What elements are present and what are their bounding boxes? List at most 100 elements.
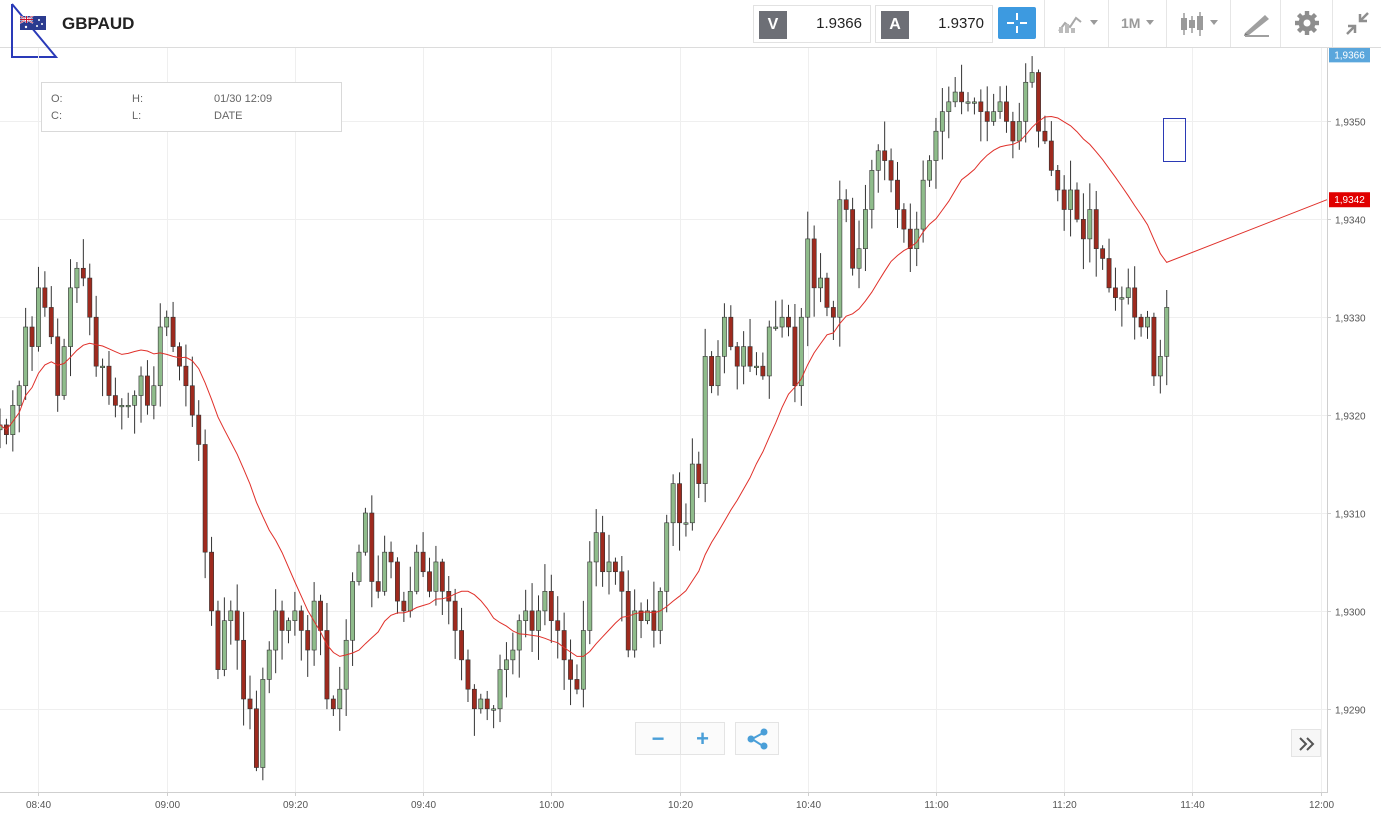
candle bbox=[132, 390, 138, 434]
candle bbox=[536, 595, 541, 660]
candle bbox=[1151, 312, 1157, 386]
period-label: 1M bbox=[1121, 15, 1141, 31]
candle-body-bull bbox=[1164, 307, 1170, 357]
candle bbox=[773, 300, 779, 331]
candle-body-bear bbox=[984, 111, 990, 122]
candle-body-bear bbox=[600, 532, 606, 573]
candle-body-bull bbox=[632, 610, 638, 651]
candle-body-bull bbox=[997, 101, 1003, 112]
candle bbox=[657, 587, 663, 645]
x-tick-label: 09:20 bbox=[283, 800, 308, 811]
candle-body-bear bbox=[375, 581, 381, 592]
candle bbox=[824, 272, 830, 317]
candle-body-bull bbox=[157, 326, 163, 387]
candle-body-bear bbox=[824, 277, 830, 308]
candle bbox=[529, 583, 535, 652]
candle bbox=[1055, 165, 1061, 202]
candle-body-bear bbox=[574, 679, 580, 690]
candle bbox=[189, 356, 195, 427]
candle-body-bull bbox=[164, 316, 170, 328]
candle bbox=[1023, 63, 1029, 143]
open-label: O: bbox=[51, 93, 63, 105]
candle-body-bear bbox=[548, 591, 554, 621]
candle bbox=[3, 418, 9, 445]
candle-body-bear bbox=[1048, 140, 1054, 171]
candle-body-bull bbox=[536, 610, 541, 631]
candle bbox=[709, 351, 714, 394]
crosshair-button[interactable] bbox=[998, 7, 1036, 39]
candlestick-type-button[interactable] bbox=[1166, 0, 1230, 47]
chart-type-line-button[interactable] bbox=[1044, 0, 1108, 47]
candle-body-bull bbox=[1029, 72, 1035, 83]
settings-button[interactable] bbox=[1280, 0, 1332, 47]
period-button[interactable]: 1M bbox=[1108, 0, 1166, 47]
x-tick-label: 10:20 bbox=[668, 800, 693, 811]
candle bbox=[497, 654, 503, 723]
close-label: C: bbox=[51, 110, 62, 122]
candle bbox=[1042, 115, 1048, 145]
candle-body-bear bbox=[1061, 189, 1067, 210]
ohlc-info-box: O: H: 01/30 12:09 C: L: DATE bbox=[41, 82, 342, 132]
candle bbox=[157, 303, 163, 407]
low-label: L: bbox=[132, 110, 142, 122]
bid-price: 1.9366 bbox=[816, 15, 862, 32]
bid-price-box[interactable]: V 1.9366 bbox=[753, 5, 871, 43]
share-button[interactable] bbox=[735, 722, 779, 755]
candle bbox=[1113, 267, 1118, 311]
ma-price-tag-label: 1,9342 bbox=[1334, 195, 1365, 206]
candle bbox=[48, 286, 54, 345]
candle-body-bear bbox=[625, 591, 631, 651]
candle bbox=[202, 429, 208, 579]
candle bbox=[978, 89, 984, 142]
candle-body-bull bbox=[504, 659, 509, 670]
candle-body-bear bbox=[786, 316, 791, 328]
candle bbox=[42, 271, 48, 317]
candle bbox=[439, 558, 445, 615]
ask-label: A bbox=[881, 11, 909, 39]
candle-body-bull bbox=[670, 483, 676, 524]
candle-body-bear bbox=[80, 267, 86, 279]
y-tick-label: 1,9300 bbox=[1335, 608, 1366, 619]
candle bbox=[600, 515, 606, 587]
candle-body-bull bbox=[920, 179, 926, 230]
zoom-in-button[interactable]: + bbox=[680, 722, 725, 755]
candle-body-bear bbox=[1113, 287, 1118, 298]
candle-body-bull bbox=[337, 688, 343, 710]
candle bbox=[247, 675, 253, 730]
zoom-out-button[interactable]: − bbox=[635, 722, 681, 755]
candle-body-bear bbox=[177, 346, 182, 367]
candle-body-bear bbox=[183, 365, 189, 387]
candle bbox=[683, 503, 689, 537]
price-chart[interactable]: 1,9290 1,9300 1,9310 1,9320 1,9330 1,9340 1,93… bbox=[0, 48, 1381, 822]
candle bbox=[183, 344, 189, 407]
candle-body-bull bbox=[362, 512, 368, 553]
candle bbox=[786, 304, 791, 337]
candle-body-bear bbox=[747, 346, 753, 367]
candle bbox=[427, 557, 432, 598]
candle bbox=[125, 392, 131, 418]
candle bbox=[696, 451, 702, 499]
candle-body-bull bbox=[266, 649, 272, 680]
candle-body-bear bbox=[830, 307, 836, 318]
candle bbox=[420, 532, 426, 578]
ask-price-box[interactable]: A 1.9370 bbox=[875, 5, 993, 43]
candle-body-bull bbox=[523, 610, 529, 621]
candle bbox=[638, 602, 644, 639]
candle bbox=[689, 438, 695, 531]
candle bbox=[895, 161, 900, 229]
candle-body-bear bbox=[677, 483, 682, 524]
moving-average-layer bbox=[0, 115, 1328, 657]
candle bbox=[215, 600, 221, 680]
candle-body-bull bbox=[151, 385, 157, 406]
candle-body-bear bbox=[234, 610, 240, 641]
candle bbox=[1004, 85, 1009, 133]
x-tick-label: 12:00 bbox=[1309, 800, 1334, 811]
candle bbox=[619, 556, 625, 622]
candle bbox=[863, 184, 868, 272]
drawing-tools-button[interactable] bbox=[1230, 0, 1280, 47]
collapse-button[interactable] bbox=[1332, 0, 1381, 47]
candle-body-bear bbox=[196, 414, 202, 445]
candle-body-bull bbox=[741, 346, 747, 367]
scroll-to-latest-button[interactable] bbox=[1291, 729, 1321, 757]
candle bbox=[1087, 183, 1093, 263]
